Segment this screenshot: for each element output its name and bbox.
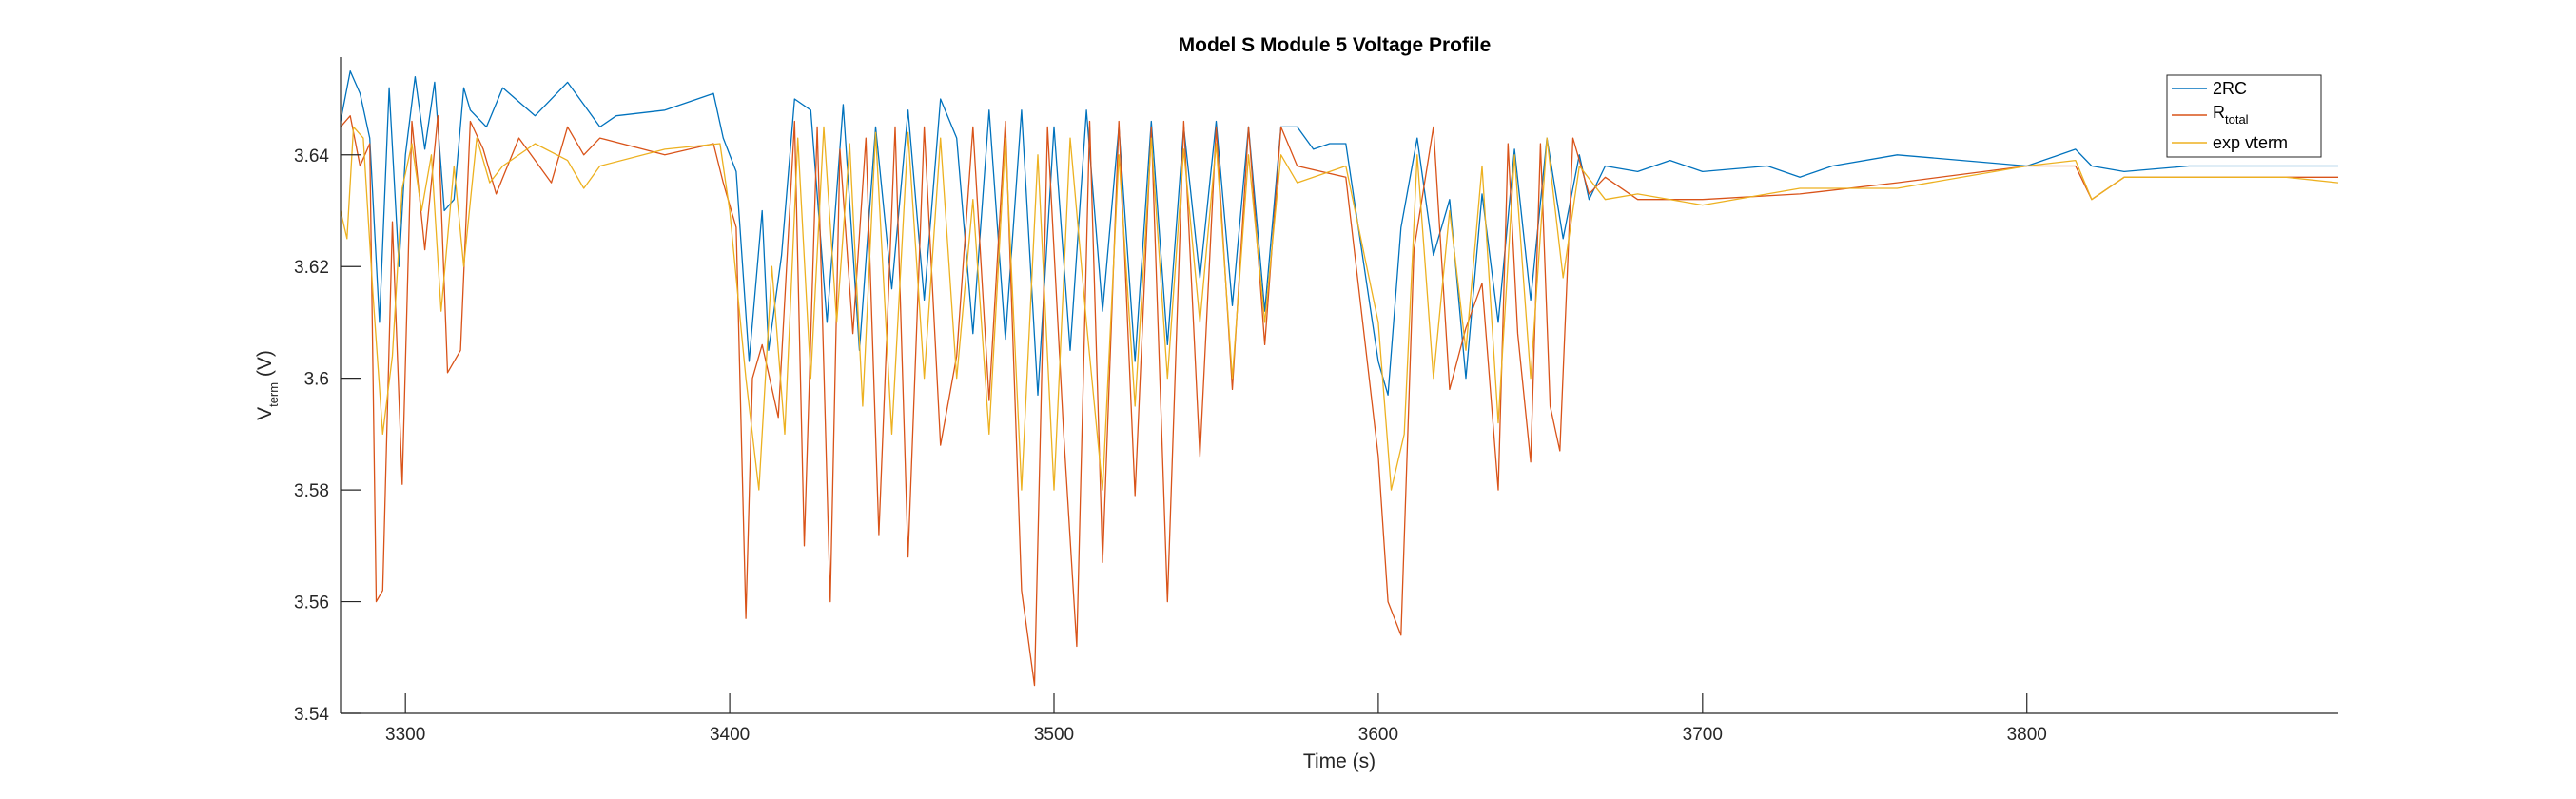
legend-label-2rc: 2RC xyxy=(2213,79,2247,98)
y-tick-label: 3.6 xyxy=(304,370,329,390)
legend-label-exp-vterm: exp vterm xyxy=(2213,133,2288,152)
plot-area xyxy=(341,57,2338,713)
y-ticks: 3.54 3.56 3.58 3.6 3.62 3.64 xyxy=(294,146,361,725)
legend-label-rtotal: Rtotal xyxy=(2213,103,2249,127)
x-tick-label: 3300 xyxy=(385,725,425,745)
y-tick-label: 3.54 xyxy=(294,705,329,725)
series-line-rtotal xyxy=(340,115,2338,687)
y-axis-label-main: V xyxy=(254,407,276,420)
y-tick-label: 3.56 xyxy=(294,594,329,614)
legend-label-rtotal-main: R xyxy=(2213,103,2225,122)
x-ticks: 3300 3400 3500 3600 3700 3800 xyxy=(385,693,2047,745)
y-tick-label: 3.62 xyxy=(294,258,329,278)
y-axis-label-unit: (V) xyxy=(254,350,276,382)
series-line-exp-vterm xyxy=(340,126,2339,491)
x-axis-label: Time (s) xyxy=(1303,750,1376,772)
y-tick-label: 3.58 xyxy=(294,481,329,501)
x-tick-label: 3400 xyxy=(710,725,750,745)
y-axis-label-sub: term xyxy=(266,382,281,407)
legend-label-rtotal-sub: total xyxy=(2225,112,2249,127)
x-tick-label: 3800 xyxy=(2007,725,2047,745)
legend: 2RC Rtotal exp vterm xyxy=(2166,74,2322,158)
y-tick-label: 3.64 xyxy=(294,146,329,166)
chart-title: Model S Module 5 Voltage Profile xyxy=(1179,34,1492,56)
x-tick-label: 3700 xyxy=(1683,725,1723,745)
series-layer xyxy=(340,70,2339,687)
x-tick-label: 3600 xyxy=(1358,725,1398,745)
x-tick-label: 3500 xyxy=(1034,725,1074,745)
y-axis-label: Vterm (V) xyxy=(254,350,281,420)
